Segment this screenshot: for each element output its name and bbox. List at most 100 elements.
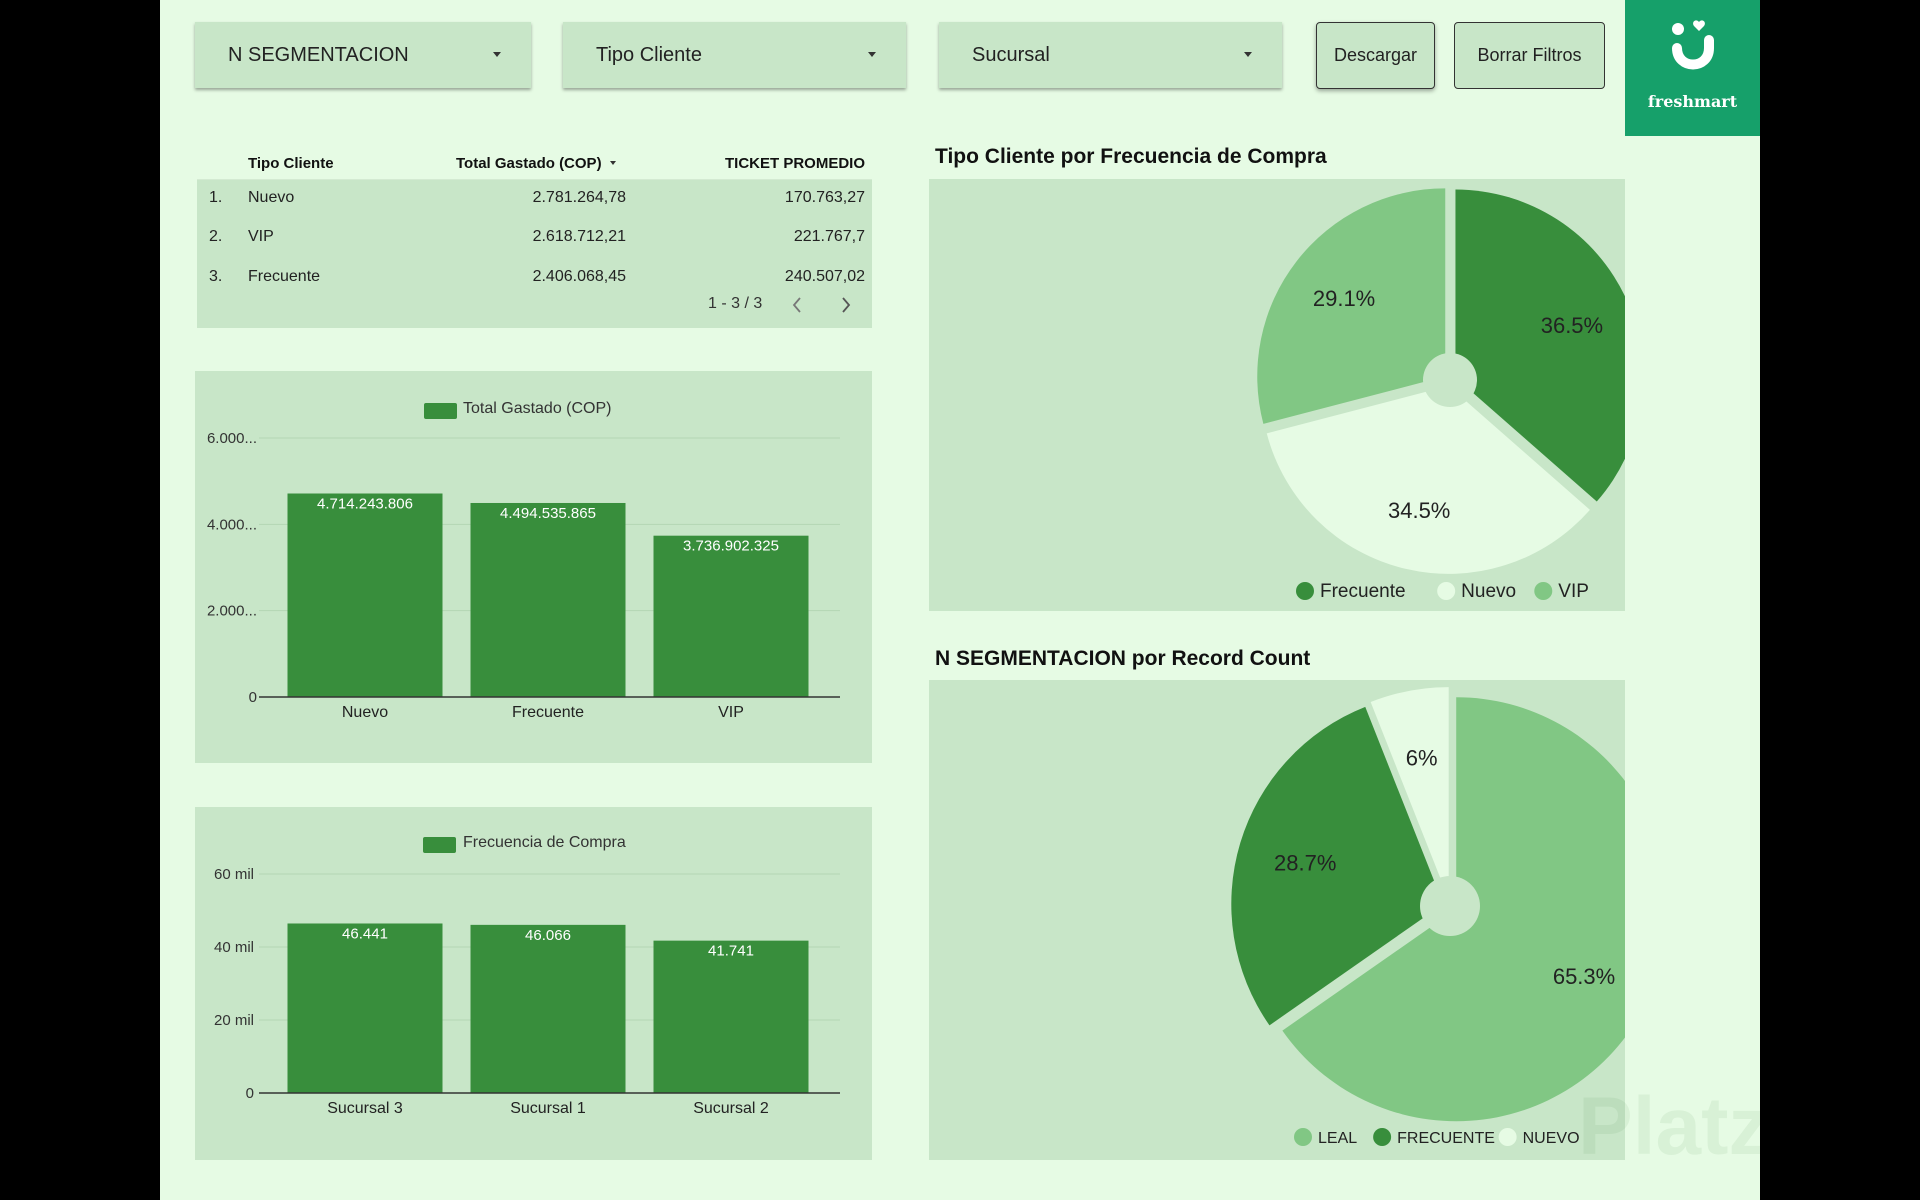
legend-label: Total Gastado (COP) [463,400,612,417]
platzi-watermark: Platzi [1578,1081,1760,1172]
row-tipo: Nuevo [248,189,295,206]
y-tick-label: 20 mil [214,1012,254,1029]
segmentacion-slice[interactable] [1282,697,1625,1122]
tipo-cliente-slice[interactable] [1257,188,1446,424]
tipo-cliente-slice[interactable] [1455,189,1625,502]
tipo-cliente-table: Tipo Cliente Total Gastado (COP) TICKET … [197,145,872,328]
slice-value-label: 34.5% [1388,498,1450,523]
table-header-ticket-promedio[interactable]: TICKET PROMEDIO [724,155,865,172]
frecuencia-bar[interactable] [287,923,443,1093]
x-tick-label: Sucursal 1 [510,1100,586,1117]
frecuencia-bar[interactable] [470,924,626,1093]
tipo-cliente-filter-dropdown[interactable]: Tipo Cliente [563,22,906,88]
slice-value-label: 28.7% [1274,850,1336,875]
row-total: 2.618.712,21 [532,228,626,245]
slice-value-label: 6% [1406,746,1438,771]
frecuencia-bar[interactable] [653,940,809,1093]
tipo-cliente-filter-label: Tipo Cliente [596,43,702,66]
slice-value-label: 29.1% [1313,286,1375,311]
table-row[interactable]: 2. VIP 2.618.712,21 221.767,7 [197,218,872,257]
legend-label: NUEVO [1523,1130,1580,1147]
table-header: Tipo Cliente Total Gastado (COP) TICKET … [197,145,872,180]
bar-data-label: 41.741 [708,943,754,960]
y-tick-label: 40 mil [214,939,254,956]
pie1-title: Tipo Cliente por Frecuencia de Compra [935,145,1327,168]
y-tick-label: 0 [246,1085,254,1102]
chevron-left-icon[interactable] [790,295,804,315]
legend-label: FRECUENTE [1397,1130,1495,1147]
table-row[interactable]: 1. Nuevo 2.781.264,78 170.763,27 [197,180,872,218]
bar-data-label: 4.714.243.806 [317,496,413,513]
legend-dot [1373,1128,1392,1146]
total-gastado-bar-chart-panel: Total Gastado (COP) 0 2.000... 4.000... 6.0… [195,371,872,763]
chevron-down-icon [868,52,876,57]
tipo-cliente-slice[interactable] [1266,385,1590,574]
bar-data-label: 46.441 [342,925,388,942]
x-tick-label: VIP [718,704,744,721]
chevron-down-icon [493,52,501,57]
total-gastado-bar[interactable] [287,493,443,697]
table-header-total-gastado[interactable]: Total Gastado (COP) [456,155,602,172]
row-index: 3. [209,268,223,285]
smile-logo-icon [1672,20,1714,70]
freshmart-logo: freshmart [1625,0,1760,136]
row-total: 2.781.264,78 [532,189,626,206]
frecuencia-compra-bar-chart-panel: Frecuencia de Compra 0 20 mil 40 mil 60 mil… [195,807,872,1160]
y-tick-label: 2.000... [207,603,257,620]
sort-desc-icon[interactable] [610,161,616,165]
pie-center-hole [1420,876,1480,936]
chevron-down-icon [1244,52,1252,57]
legend-dot [1296,582,1314,600]
legend-dot [1294,1128,1312,1146]
x-tick-label: Nuevo [342,704,388,721]
total-gastado-bar[interactable] [470,502,626,697]
logo-text: freshmart [1647,92,1738,111]
pie2-title: N SEGMENTACION por Record Count [935,647,1311,670]
row-total: 2.406.068,45 [532,268,626,285]
legend-label: Nuevo [1461,581,1516,602]
legend-label: VIP [1558,581,1589,602]
y-tick-label: 60 mil [214,866,254,883]
segmentacion-slice[interactable] [1231,706,1444,1026]
legend-label: LEAL [1318,1130,1357,1147]
chevron-right-icon[interactable] [839,295,853,315]
y-tick-label: 4.000... [207,516,257,533]
legend-dot [1498,1128,1517,1146]
borrar-filtros-button[interactable]: Borrar Filtros [1454,22,1605,89]
row-ticket: 170.763,27 [784,189,865,206]
y-tick-label: 0 [249,689,257,706]
row-tipo: Frecuente [248,268,321,285]
segmentacion-filter-dropdown[interactable]: N SEGMENTACION [195,22,531,88]
segmentacion-filter-label: N SEGMENTACION [228,43,409,66]
x-tick-label: Sucursal 3 [327,1100,403,1117]
bar-data-label: 3.736.902.325 [683,538,779,555]
descargar-button[interactable]: Descargar [1316,22,1435,89]
total-gastado-bar[interactable] [653,535,809,697]
legend-label: Frecuente [1320,581,1406,602]
legend-dot [1437,582,1456,600]
row-ticket: 240.507,02 [784,268,865,285]
legend-swatch [424,403,457,419]
slice-value-label: 65.3% [1553,964,1615,989]
bar-data-label: 46.066 [525,927,571,944]
x-tick-label: Sucursal 2 [693,1100,769,1117]
legend-dot [1534,582,1553,600]
tipo-cliente-pie-panel: 36.5% 34.5% 29.1% Frecuente Nuevo VIP [929,179,1625,611]
bar-data-label: 4.494.535.865 [500,505,596,522]
sucursal-filter-dropdown[interactable]: Sucursal [939,22,1282,88]
legend-label: Frecuencia de Compra [463,834,626,851]
tipo-cliente-pie-chart: 36.5% 34.5% 29.1% Frecuente Nuevo VIP [1257,188,1625,602]
segmentacion-pie-chart: 65.3% 28.7% 6% LEAL FRECUENTE NUEVO [1231,687,1625,1147]
table-header-tipo-cliente[interactable]: Tipo Cliente [248,155,334,172]
row-tipo: VIP [248,228,274,245]
row-index: 2. [209,228,223,245]
pagination-label: 1 - 3 / 3 [708,295,763,312]
frecuencia-compra-bar-chart: 0 20 mil 40 mil 60 mil 46.441 Sucursal 3 46.06… [214,866,840,1117]
pie-center-hole [1423,353,1477,407]
table-row[interactable]: 3. Frecuente 2.406.068,45 240.507,02 [197,257,872,297]
legend-swatch [423,837,456,853]
dashboard-canvas: N SEGMENTACION Tipo Cliente Sucursal Des… [160,0,1760,1200]
row-index: 1. [209,189,223,206]
x-tick-label: Frecuente [512,704,584,721]
segmentacion-slice[interactable] [1370,687,1449,900]
